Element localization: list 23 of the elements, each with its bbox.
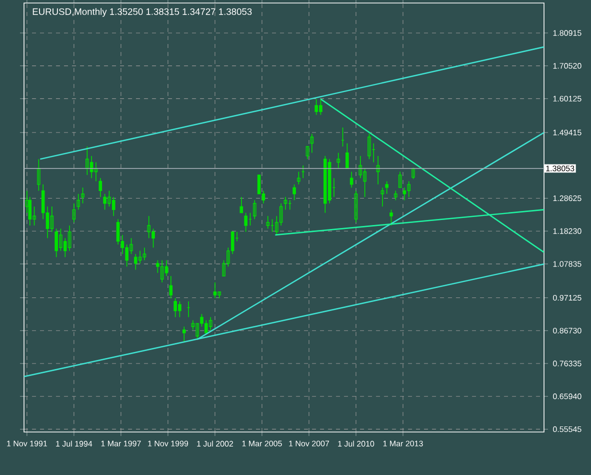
x-tick-label: 1 Nov 2007 bbox=[289, 440, 330, 446]
y-tick-label: 0.55545 bbox=[553, 426, 582, 432]
x-tick-label: 1 Mar 2013 bbox=[383, 440, 423, 446]
text: EURUSD,Monthly 1.35250 1.38315 1.34727 1.38053 bbox=[32, 8, 252, 17]
ref-line-label: 1.38053 bbox=[546, 166, 574, 172]
y-tick-label: 0.65940 bbox=[553, 394, 582, 400]
y-tick-label: 0.97125 bbox=[553, 294, 582, 301]
x-tick-label: 1 Nov 1999 bbox=[148, 440, 188, 446]
x-tick-label: 1 Jul 2010 bbox=[338, 440, 374, 447]
y-tick-label: 1.70520 bbox=[553, 63, 582, 69]
y-tick-label: 1.80915 bbox=[553, 30, 582, 36]
x-tick-label: 1 Nov 1991 bbox=[7, 440, 47, 446]
x-tick-label: 1 Jul 2002 bbox=[197, 440, 234, 447]
y-tick-label: 0.86730 bbox=[553, 328, 582, 334]
y-tick-label: 1.18230 bbox=[553, 228, 582, 234]
y-tick-label: 1.28625 bbox=[553, 195, 582, 202]
x-tick-label: 1 Jul 1994 bbox=[56, 440, 92, 447]
x-tick-label: 1 Mar 1997 bbox=[101, 440, 141, 446]
y-tick-label: 0.76335 bbox=[553, 360, 582, 366]
x-tick-label: 1 Mar 2005 bbox=[242, 440, 282, 446]
y-tick-label: 1.49415 bbox=[553, 130, 582, 136]
y-tick-label: 1.07835 bbox=[553, 261, 582, 267]
y-tick-label: 1.60125 bbox=[553, 96, 582, 102]
